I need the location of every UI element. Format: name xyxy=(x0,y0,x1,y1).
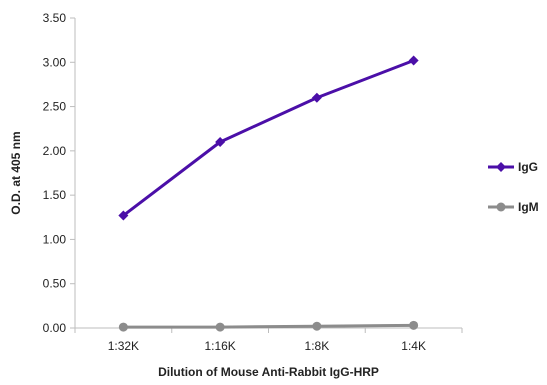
data-point xyxy=(408,55,419,66)
x-tick-label: 1:4K xyxy=(401,339,426,353)
series-line xyxy=(122,59,415,217)
x-tick-label: 1:16K xyxy=(204,339,235,353)
data-point xyxy=(409,320,419,330)
legend-marker xyxy=(496,162,506,172)
data-point xyxy=(312,321,322,331)
series-line xyxy=(123,323,414,329)
y-tick-label: 2.00 xyxy=(43,144,67,158)
y-axis-ticks: 0.00 0.50 1.00 1.50 2.00 2.50 3.00 3.50 xyxy=(43,11,75,335)
y-tick-label: 0.50 xyxy=(43,277,67,291)
data-point xyxy=(118,210,129,221)
x-axis-title: Dilution of Mouse Anti-Rabbit IgG-HRP xyxy=(158,365,379,379)
legend-marker xyxy=(496,202,506,212)
legend-item-igg: IgG xyxy=(488,160,538,174)
series-layer xyxy=(118,55,419,332)
y-axis-title: O.D. at 405 nm xyxy=(9,131,23,214)
y-tick-label: 0.00 xyxy=(43,321,67,335)
legend-item-igm: IgM xyxy=(488,200,539,214)
y-tick-label: 1.00 xyxy=(43,232,67,246)
x-axis-ticks: 1:32K 1:16K 1:8K 1:4K xyxy=(74,328,463,353)
legend-label: IgG xyxy=(518,160,538,174)
series-igg xyxy=(118,55,419,221)
data-point xyxy=(311,92,322,103)
series-igm xyxy=(118,320,419,332)
data-point xyxy=(215,322,225,332)
x-tick-label: 1:8K xyxy=(305,339,330,353)
x-tick-label: 1:32K xyxy=(108,339,139,353)
data-point xyxy=(215,137,226,147)
legend: IgG IgM xyxy=(488,160,539,214)
y-tick-label: 2.50 xyxy=(43,100,67,114)
y-tick-label: 3.50 xyxy=(43,11,67,25)
data-point xyxy=(118,322,128,332)
y-tick-label: 3.00 xyxy=(43,55,67,69)
legend-label: IgM xyxy=(518,200,539,214)
y-tick-label: 1.50 xyxy=(43,188,67,202)
